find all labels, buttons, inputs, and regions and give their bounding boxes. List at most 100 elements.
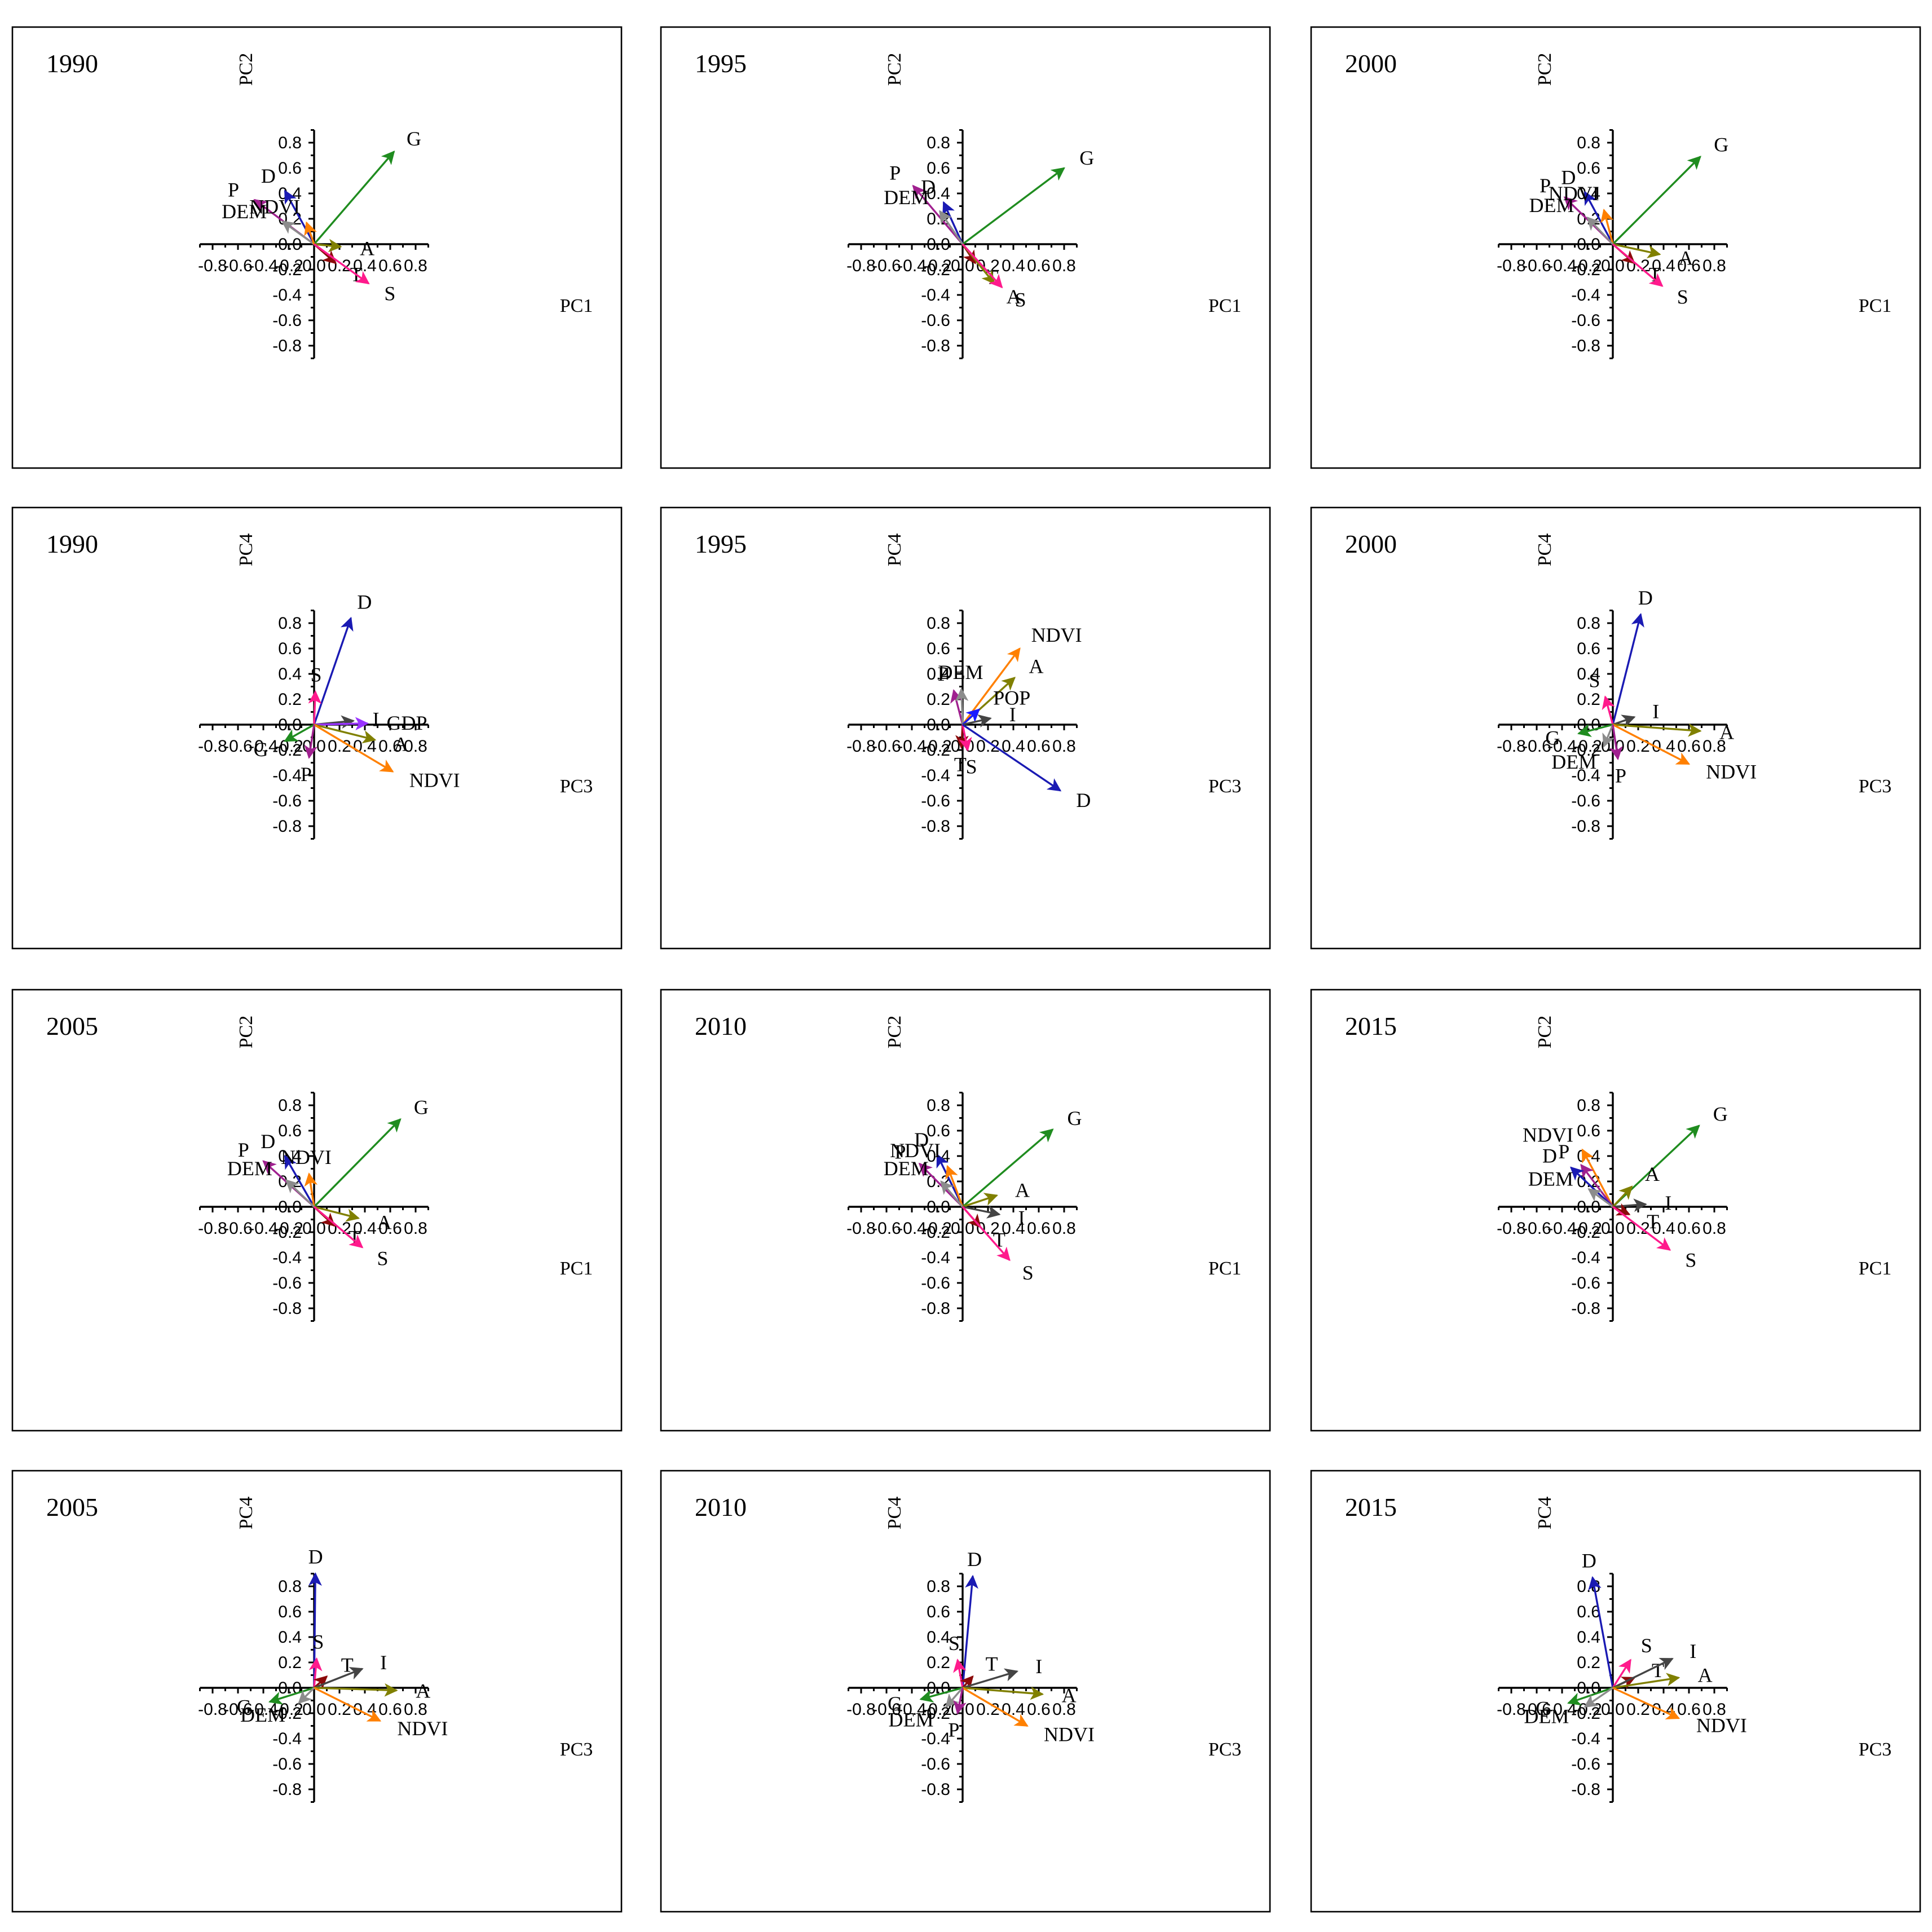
- x-tick-label: -0.4: [249, 257, 278, 275]
- y-tick-label: 0.2: [1577, 690, 1600, 709]
- x-tick-label: 0.6: [1677, 737, 1701, 756]
- y-tick-label: 0.6: [927, 639, 950, 658]
- biplot-panel: 2000-0.8-0.6-0.4-0.20.0 0.2 0.4 0.6 0.80.80.…: [1310, 506, 1921, 950]
- x-tick-label: 0.8: [404, 737, 427, 756]
- x-tick-label: 0.6: [1677, 257, 1701, 275]
- vector-label-s: S: [966, 755, 977, 778]
- panel-frame: [11, 506, 623, 950]
- year-label: 2000: [1345, 49, 1397, 78]
- vector-label-i: I: [1665, 1192, 1671, 1214]
- y-tick-label: -0.2: [1571, 261, 1600, 279]
- vector-label-dem: DEM: [884, 186, 929, 209]
- vector-label-g: G: [1545, 726, 1560, 749]
- vector-label-g: G: [888, 1692, 902, 1715]
- x-tick-label: -0.6: [223, 1219, 253, 1238]
- vector-label-ndvi: NDVI: [249, 195, 300, 218]
- y-tick-label: 0.2: [278, 1172, 302, 1191]
- y-tick-label: -0.2: [272, 1704, 302, 1723]
- x-tick-label: 0.0: [1601, 257, 1625, 275]
- vector-label-a: A: [360, 237, 374, 259]
- x-tick-label: -0.6: [1522, 1219, 1551, 1238]
- x-tick-label: -0.4: [249, 1219, 278, 1238]
- y-tick-label: -0.8: [1571, 817, 1600, 836]
- y-tick-label: -0.2: [272, 261, 302, 279]
- year-label: 1995: [695, 530, 747, 558]
- y-tick-label: 0.0: [1577, 235, 1600, 254]
- x-tick-label: -0.4: [897, 1219, 927, 1238]
- vector-s: [959, 724, 972, 752]
- y-tick-label: -0.4: [272, 286, 302, 305]
- y-tick-label: -0.2: [921, 261, 950, 279]
- x-tick-label: -0.2: [1573, 257, 1602, 275]
- y-tick-label: -0.4: [1571, 1730, 1600, 1748]
- y-tick-label: 0.8: [1577, 1096, 1600, 1115]
- y-tick-label: -0.4: [921, 766, 950, 785]
- vector-label-p: P: [948, 1718, 959, 1741]
- x-tick-label: 0.6: [1027, 257, 1051, 275]
- vector-i: [962, 1205, 1001, 1219]
- vector-label-s: S: [377, 1247, 389, 1269]
- vector-label-dem: DEM: [227, 1157, 272, 1180]
- y-tick-label: -0.4: [272, 766, 302, 785]
- x-tick-label: -0.6: [223, 1700, 253, 1719]
- y-tick-label: 0.4: [927, 184, 950, 203]
- y-tick-label: -0.8: [921, 337, 950, 355]
- vector-s: [314, 243, 370, 285]
- y-tick-label: -0.6: [1571, 311, 1600, 330]
- x-tick-label: 0.4: [1002, 1219, 1025, 1238]
- vector-a: [1612, 723, 1702, 737]
- y-tick-label: 0.8: [1577, 1577, 1600, 1596]
- panel-frame: [660, 1470, 1271, 1913]
- vector-label-p: P: [894, 1140, 906, 1163]
- vector-d: [1570, 1166, 1614, 1208]
- x-tick-label: 0.4: [1652, 1219, 1675, 1238]
- y-axis-title: PC4: [884, 533, 905, 567]
- y-tick-label: 0.4: [927, 665, 950, 683]
- vector-label-i: I: [1035, 1655, 1042, 1678]
- y-tick-label: -0.6: [921, 1755, 950, 1774]
- vector-label-p: P: [1540, 174, 1551, 197]
- vector-label-d: D: [261, 165, 276, 187]
- x-axis-title: PC3: [1859, 776, 1892, 797]
- vector-label-ndvi: NDVI: [1044, 1723, 1095, 1746]
- y-tick-label: 0.2: [927, 690, 950, 709]
- vector-label-g: G: [1536, 1697, 1550, 1720]
- x-tick-label: -0.2: [1573, 1219, 1602, 1238]
- vector-label-ndvi: NDVI: [409, 769, 460, 792]
- year-label: 1995: [695, 49, 747, 78]
- vector-a: [962, 1686, 1044, 1700]
- vector-dem: [1586, 217, 1614, 245]
- y-axis-title: PC4: [236, 1497, 257, 1530]
- vector-d: [1588, 1576, 1614, 1688]
- year-label: 1990: [46, 49, 98, 78]
- x-tick-label: 0.8: [1052, 1219, 1076, 1238]
- y-axis-title: PC4: [1534, 533, 1555, 567]
- y-tick-label: 0.4: [927, 1628, 950, 1647]
- vector-label-g: G: [1068, 1107, 1082, 1130]
- vector-d: [942, 201, 964, 245]
- y-tick-label: 0.4: [1577, 1628, 1600, 1647]
- y-tick-label: 0.6: [278, 159, 302, 178]
- x-tick-label: -0.2: [923, 257, 952, 275]
- y-tick-label: -0.2: [272, 741, 302, 760]
- x-tick-label: 0.6: [1677, 1219, 1701, 1238]
- x-tick-label: 0.6: [1027, 1700, 1051, 1719]
- y-tick-label: 0.0: [278, 235, 302, 254]
- vector-label-dem: DEM: [222, 200, 267, 223]
- x-tick-label: 0.0: [951, 1219, 974, 1238]
- vector-label-d: D: [308, 1546, 323, 1568]
- x-tick-label: 0.6: [378, 257, 402, 275]
- vector-g: [1577, 724, 1613, 737]
- x-tick-label: -0.2: [274, 1219, 303, 1238]
- vector-label-d: D: [1582, 1550, 1596, 1572]
- vector-s: [1612, 1206, 1671, 1251]
- x-tick-label: 0.4: [1002, 1700, 1025, 1719]
- vector-label-a: A: [416, 1679, 430, 1702]
- y-tick-label: -0.8: [272, 1780, 302, 1799]
- year-label: 2005: [46, 1493, 98, 1521]
- vector-g: [961, 1128, 1054, 1208]
- vector-ndvi: [1581, 1148, 1614, 1207]
- x-tick-label: -0.8: [198, 737, 227, 756]
- y-tick-label: 0.8: [1577, 614, 1600, 633]
- vector-label-s: S: [949, 1632, 960, 1655]
